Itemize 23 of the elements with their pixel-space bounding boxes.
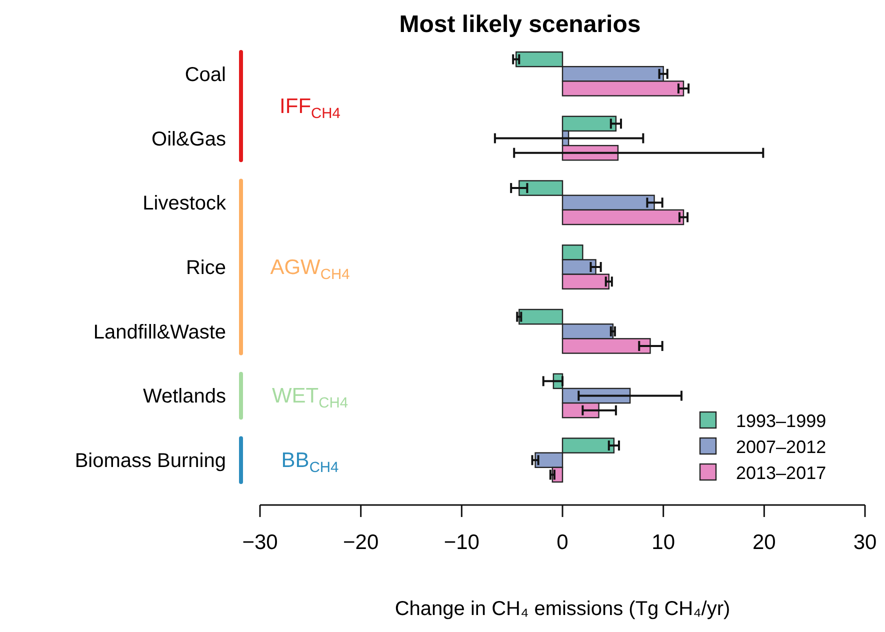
x-tick-label: 0 [556, 531, 568, 554]
chart-title: Most likely scenarios [399, 11, 641, 38]
legend-label: 2007–2012 [736, 437, 826, 457]
x-axis-title: Change in CH₄ emissions (Tg CH₄/yr) [394, 598, 730, 620]
x-tick-label: 30 [853, 531, 877, 554]
x-tick-label: 20 [752, 531, 776, 554]
x-tick-label: −10 [444, 531, 480, 554]
y-tick-label: Rice [186, 257, 226, 279]
y-tick-label: Coal [184, 64, 226, 86]
y-tick-label: Livestock [142, 192, 227, 215]
x-tick-label: −20 [343, 531, 379, 554]
annotation: BB$_{CH4}$ [281, 449, 339, 476]
y-tick-label: Oil&Gas [152, 128, 226, 150]
legend-label: 2013–2017 [736, 463, 826, 483]
annotation: WET$_{CH4}$ [272, 384, 348, 412]
annotation: IFF$_{CH4}$ [280, 95, 340, 122]
y-tick-label: Landfill&Waste [93, 321, 226, 344]
x-tick-label: −30 [242, 531, 278, 554]
y-tick-label: Biomass Burning [74, 450, 226, 472]
y-tick-label: Wetlands [142, 386, 226, 408]
x-tick-label: 10 [652, 531, 676, 554]
legend-label: 1993–1999 [736, 411, 826, 431]
annotation: AGW$_{CH4}$ [270, 256, 350, 284]
